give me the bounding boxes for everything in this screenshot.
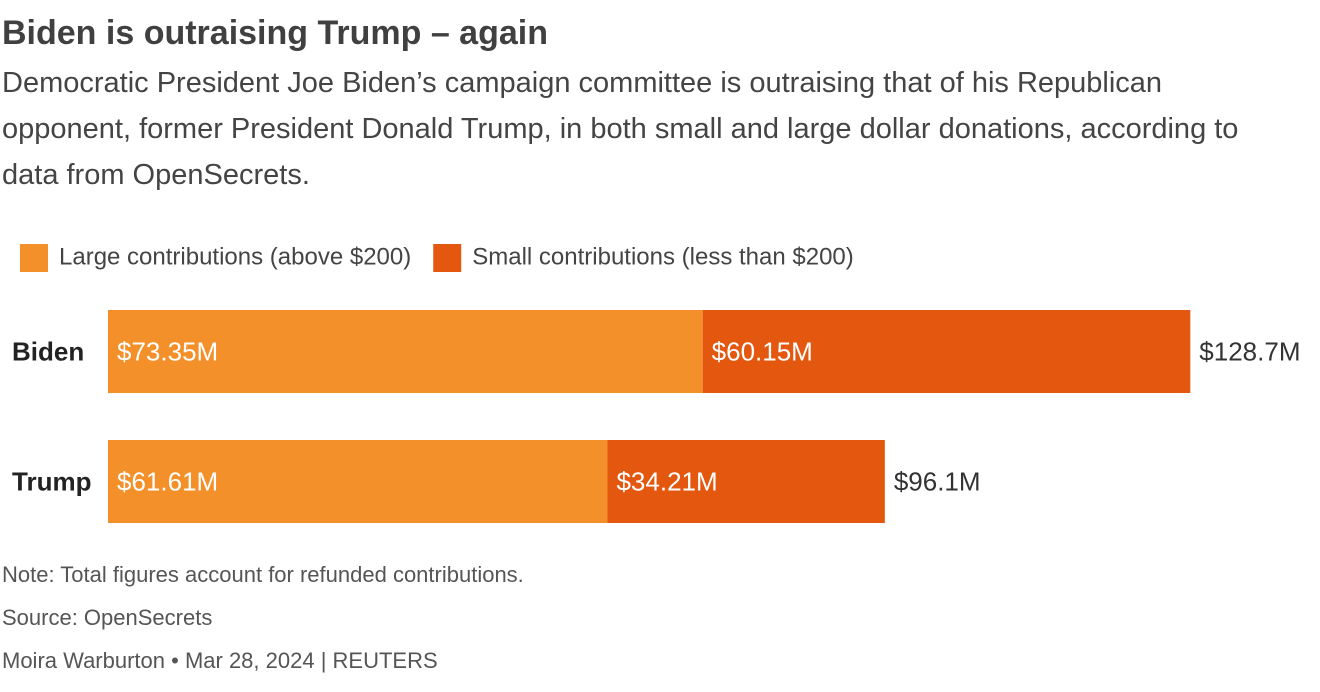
value-label: $34.21M (616, 466, 717, 496)
chart-title: Biden is outraising Trump – again (2, 14, 548, 52)
legend-swatch (20, 244, 48, 272)
bar-segment (108, 310, 703, 393)
legend-label: Small contributions (less than $200) (472, 243, 854, 270)
chart-subtitle: Democratic President Joe Biden’s campaig… (2, 67, 1239, 191)
note: Moira Warburton • Mar 28, 2024 | REUTERS (2, 648, 438, 673)
value-label: $73.35M (117, 336, 218, 366)
total-label: $96.1M (894, 466, 981, 496)
note: Source: OpenSecrets (2, 605, 213, 630)
note: Note: Total figures account for refunded… (2, 562, 524, 587)
legend-label: Large contributions (above $200) (59, 243, 411, 270)
bar-segment (607, 440, 885, 523)
category-label: Biden (12, 336, 84, 366)
legend-swatch (433, 244, 462, 272)
category-label: Trump (12, 466, 91, 496)
bar-segment (702, 310, 1191, 393)
total-label: $128.7M (1199, 336, 1300, 366)
chart: Large contributions (above $200) Small co… (12, 243, 1300, 523)
value-label: $61.61M (117, 466, 218, 496)
bar-segment (108, 440, 608, 523)
value-label: $60.15M (712, 336, 813, 366)
